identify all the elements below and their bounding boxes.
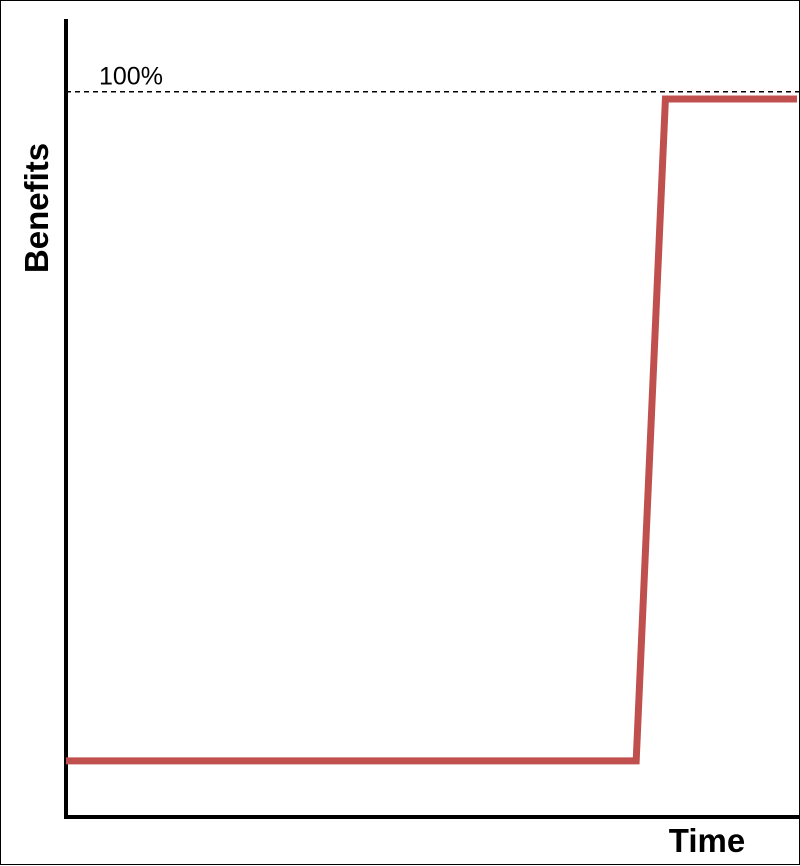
y-axis-label: Benefits [18, 143, 55, 273]
x-axis-label: Time [669, 822, 745, 859]
series-line [66, 95, 797, 765]
reference-line-label: 100% [99, 63, 163, 91]
